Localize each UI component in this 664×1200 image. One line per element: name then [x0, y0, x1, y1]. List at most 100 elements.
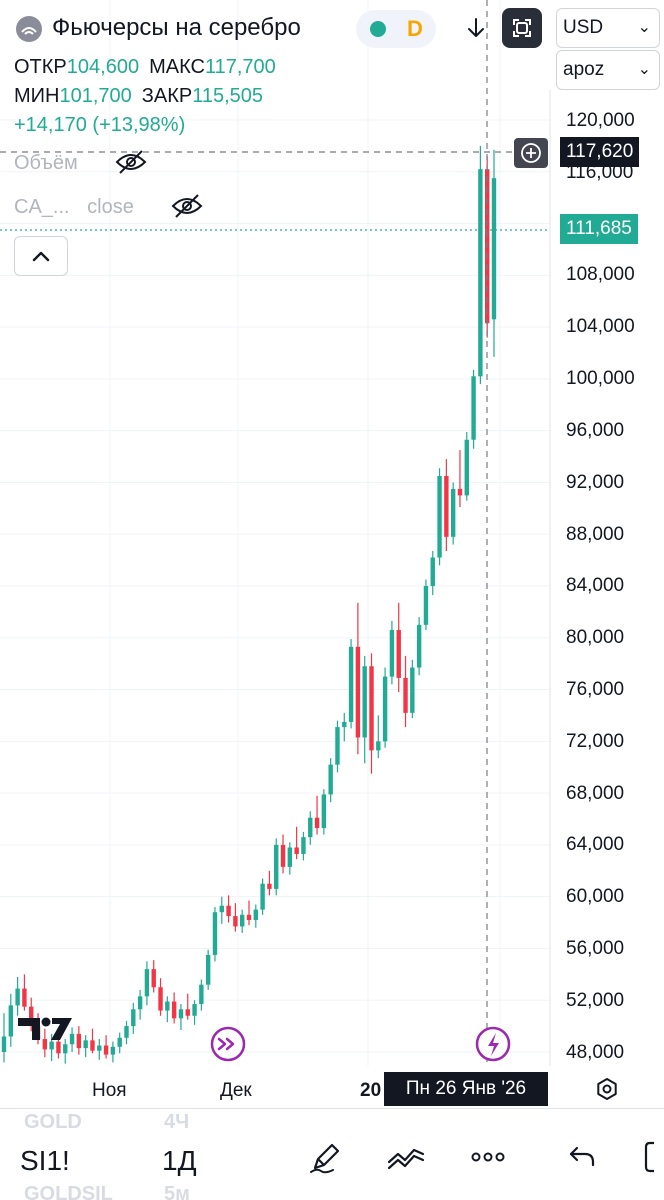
price-change: +14,170 (+13,98%) [14, 114, 186, 136]
market-open-dot [370, 21, 386, 37]
candle-body [321, 794, 327, 829]
candle-body [29, 1006, 34, 1027]
candle-body [49, 1041, 54, 1050]
event-marker-icon[interactable] [210, 1026, 246, 1062]
time-tick: 20 [360, 1080, 382, 1101]
currency-select[interactable]: USD ⌄ [556, 8, 660, 48]
candle-body [430, 557, 435, 586]
ghost-interval-next[interactable]: 5м [164, 1183, 190, 1200]
candle [205, 949, 211, 990]
candle [382, 667, 388, 748]
candle-body [233, 916, 238, 927]
ghost-symbol-next[interactable]: GOLDSIL [24, 1183, 113, 1200]
candle-body [15, 988, 20, 1006]
candle [457, 450, 463, 508]
candle-body [328, 764, 333, 795]
candle-body [69, 1033, 75, 1045]
interval-selector[interactable]: 1Д [162, 1145, 197, 1176]
indicator-legend[interactable]: CA_... close [14, 194, 203, 219]
price-chart[interactable] [0, 0, 664, 1108]
candle-body [280, 844, 286, 867]
ghost-interval-prev[interactable]: 4Ч [164, 1111, 190, 1133]
candle [471, 369, 476, 449]
open-value: 104,600 [66, 56, 140, 78]
indicators-icon [387, 1148, 425, 1170]
delayed-data-badge[interactable]: D [407, 16, 423, 41]
tradingview-logo[interactable] [18, 1017, 72, 1041]
candle [389, 620, 395, 685]
candle [369, 653, 374, 774]
symbol-logo-icon [16, 16, 42, 42]
market-status-pill[interactable] [356, 10, 436, 48]
collapse-legend-button[interactable] [14, 236, 68, 276]
candle [239, 909, 245, 933]
candle-body [416, 624, 422, 668]
candle-body [199, 984, 204, 1005]
candle [294, 826, 299, 860]
drawing-tools-button[interactable] [304, 1135, 348, 1179]
more-icon [471, 1152, 505, 1162]
candle-body [457, 488, 463, 496]
ohlc-row-1: ОТКР104,600 МАКС117,700 [14, 56, 286, 79]
candle-body [56, 1041, 61, 1054]
candle-body [471, 376, 476, 440]
symbol-title[interactable]: Фьючерсы на серебро [52, 14, 301, 41]
candle [287, 842, 293, 875]
candle [226, 895, 231, 923]
candle [335, 720, 340, 773]
indicators-button[interactable] [384, 1135, 428, 1179]
scale-mode-select[interactable]: apoz ⌄ [556, 50, 660, 90]
low-label: МИН [14, 85, 60, 107]
symbol-selector[interactable]: SI1! [20, 1145, 70, 1176]
candle-body [437, 475, 442, 558]
candle [199, 979, 204, 1011]
candle [274, 838, 279, 896]
candle-body [423, 586, 429, 625]
candle [362, 655, 367, 764]
candle [450, 482, 456, 545]
scale-mode-value: apoz [563, 59, 605, 80]
candle [301, 831, 306, 861]
price-tick: 80,000 [566, 627, 625, 648]
candle [63, 1039, 68, 1064]
bottom-toolbar: GOLD 4Ч SI1! 1Д GOLDSIL 5м [0, 1108, 664, 1200]
candle [280, 834, 286, 874]
candle [178, 1004, 184, 1030]
ghost-symbol-prev[interactable]: GOLD [24, 1111, 82, 1133]
arrow-down-button[interactable] [456, 8, 496, 48]
eye-off-icon[interactable] [114, 148, 148, 176]
candle [437, 468, 442, 566]
add-alert-button[interactable] [514, 138, 548, 168]
candle-body [287, 847, 293, 867]
candle [246, 900, 252, 926]
candle-body [491, 178, 497, 320]
candle-body [151, 969, 156, 988]
eye-off-icon[interactable] [170, 192, 204, 220]
candle-body [314, 817, 320, 829]
ohlc-row-2: МИН101,700 ЗАКР115,505 [14, 85, 273, 108]
candle-body [212, 912, 218, 955]
candle [76, 1026, 82, 1055]
crosshair-date-label: Пн 26 Янв '26 [384, 1072, 548, 1106]
plus-circle-icon [521, 143, 541, 163]
candle-body [267, 883, 272, 889]
pen-icon [310, 1143, 340, 1174]
candle-body [171, 1001, 177, 1019]
crosshair-price-badge: 117,620 [560, 137, 640, 167]
chart-settings-button[interactable] [590, 1072, 624, 1106]
fullscreen-toggle-button[interactable] [640, 1135, 664, 1179]
flash-event-icon[interactable] [475, 1026, 511, 1062]
volume-legend[interactable]: Объём [14, 150, 147, 175]
price-tick: 108,000 [566, 264, 635, 285]
candle-body [478, 169, 483, 377]
more-button[interactable] [466, 1135, 510, 1179]
candle-body [165, 1001, 170, 1011]
price-tick: 84,000 [566, 575, 625, 596]
candle [117, 1032, 122, 1054]
undo-button[interactable] [560, 1135, 604, 1179]
candle-body [178, 1009, 184, 1019]
candle-body [63, 1044, 68, 1054]
candle-body [22, 988, 27, 1007]
fullscreen-button[interactable] [502, 8, 542, 48]
candle [267, 870, 272, 896]
